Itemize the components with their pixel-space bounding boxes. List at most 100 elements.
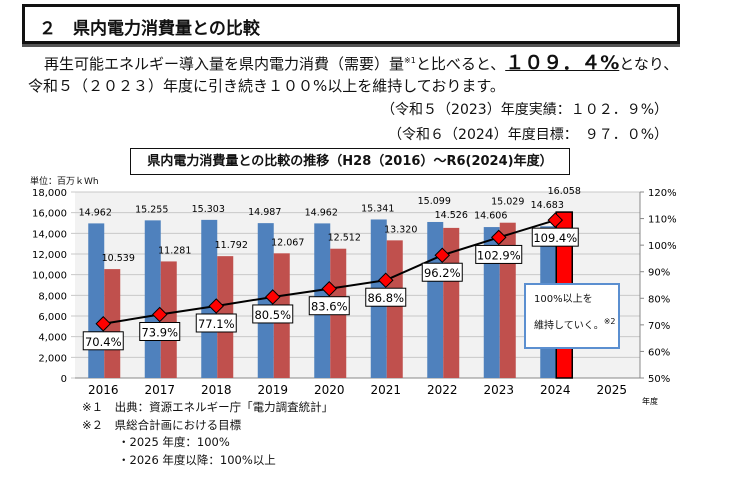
bar-blue (201, 219, 218, 378)
ratio-label-box (531, 227, 579, 247)
ratio-label: 70.4% (85, 335, 122, 349)
bar-blue (257, 223, 274, 378)
ratio-marker (547, 212, 564, 228)
ratio-marker (377, 272, 394, 288)
ratio-marker (151, 306, 168, 323)
ratio-label: 77.1% (198, 317, 235, 331)
x-axis-tick: 2017 (144, 383, 175, 397)
ratio-label-box (475, 244, 523, 264)
section-header: ２ 県内電力消費量との比較 (22, 4, 680, 44)
summary-line-2: 令和５（２０２３）年度に引き続き１００%以上を維持しております。 (28, 77, 505, 95)
bar-blue-label: 15.255 (135, 204, 168, 215)
footnote-2a: ・2025 年度：100% (118, 435, 230, 449)
bar-blue-label: 14.962 (79, 207, 112, 218)
footnote-ref: ※2 (603, 317, 616, 326)
left-axis-tick: 2,000 (38, 353, 67, 364)
text: と比べると、 (415, 55, 506, 73)
ratio-label-box (421, 262, 463, 282)
target-2024: （令和６（2024）年度目標： ９７．０%） (388, 127, 668, 143)
ratio-label: 73.9% (141, 325, 178, 339)
ratio-label-box (252, 304, 294, 324)
text: 再生可能エネルギー導入量を県内電力消費（需要）量 (44, 55, 405, 73)
left-axis-tick: 18,000 (32, 188, 67, 199)
text: となり、 (619, 55, 679, 73)
right-axis-tick: 60% (648, 347, 670, 358)
ratio-label-box (195, 313, 237, 333)
footnote-2b: ・2026 年度以降：100%以上 (118, 453, 276, 467)
bar-red-label: 10.539 (102, 253, 135, 264)
annotation-line: 維持していく。 (534, 320, 604, 332)
right-axis-tick: 90% (648, 268, 670, 279)
bar-red-label: 12.512 (328, 233, 361, 244)
x-axis-tick: 2016 (88, 383, 119, 397)
bar-blue-label: 14.987 (248, 207, 281, 218)
bar-blue-label: 15.341 (361, 203, 394, 214)
right-axis-tick: 80% (648, 294, 670, 305)
ratio-marker (264, 289, 281, 305)
ratio-marker (490, 229, 507, 246)
right-axis-tick: 70% (648, 321, 670, 332)
footnote-ref: ※1 (404, 56, 416, 65)
ratio-label: 109.4% (533, 231, 577, 245)
bar-blue-label: 15.099 (418, 196, 451, 207)
bar-red-label: 11.792 (215, 240, 248, 251)
x-axis-tick: 2024 (540, 383, 571, 397)
chart: 0 2,000 4,000 6,000 8,000 10,000 12,000 14,000 1… (32, 186, 677, 406)
section-title: ２ 県内電力消費量との比較 (39, 19, 260, 39)
left-axis-tick: 10,000 (32, 271, 67, 282)
bar-blue-label: 15.303 (192, 204, 225, 215)
ratio-label: 86.8% (367, 291, 404, 305)
ratio-marker (321, 280, 338, 297)
bar-red-label: 13.320 (384, 224, 417, 235)
footnote-2: ※２ 県総合計画における目標 (82, 418, 242, 432)
ratio-marker (434, 247, 451, 264)
x-axis-tick: 2020 (314, 383, 345, 397)
summary-line-1: 再生可能エネルギー導入量を県内電力消費（需要）量※1と比べると、１０９．４%とな… (44, 48, 678, 75)
right-axis-tick: 120% (648, 188, 677, 199)
right-axis-tick: 100% (648, 241, 677, 252)
left-axis-tick: 8,000 (38, 291, 67, 302)
ratio-label-box (82, 331, 124, 351)
x-axis-tick: 2019 (257, 383, 288, 397)
x-axis-tick: 2025 (596, 383, 627, 397)
footnote-1: ※１ 出典：資源エネルギー庁「電力調査統計」 (82, 400, 334, 414)
bar-blue-label: 14.683 (531, 200, 564, 211)
bar-blue (483, 227, 500, 378)
ratio-marker (95, 316, 112, 332)
ratio-label-box (308, 296, 350, 316)
annotation-box: 100%以上を 維持していく。※2 (524, 283, 620, 349)
x-axis-suffix: 年度 (642, 396, 658, 406)
ratio-marker (208, 298, 225, 314)
bar-red (160, 261, 177, 378)
x-axis-tick: 2023 (483, 383, 514, 397)
x-axis-tick: 2021 (370, 383, 401, 397)
ratio-label-box (139, 321, 181, 341)
ratio-label: 83.6% (311, 300, 348, 314)
bar-red-label: 14.526 (435, 210, 468, 221)
annotation-line: 100%以上を (534, 294, 593, 305)
left-axis-tick: 6,000 (38, 312, 67, 323)
left-axis-tick: 14,000 (32, 229, 67, 240)
chart-title: 県内電力消費量との比較の推移（H28（2016）～R6(2024)年度） (130, 148, 570, 175)
bar-blue (144, 220, 161, 378)
result-2023: （令和５（2023）年度実績：１０２．９%） (381, 102, 668, 118)
bar-red (386, 240, 403, 378)
bar-red-label: 12.067 (271, 237, 304, 248)
x-axis-tick: 2018 (201, 383, 232, 397)
ratio-label: 102.9% (477, 248, 521, 262)
right-axis-tick: 50% (648, 374, 670, 385)
ratio-label: 80.5% (254, 308, 291, 322)
bar-red-label: 11.281 (158, 245, 191, 256)
bar-red (104, 269, 121, 378)
unit-label: 単位：百万ｋWh (30, 177, 99, 187)
left-axis-tick: 12,000 (32, 250, 67, 261)
bar-blue-label: 14.962 (305, 207, 338, 218)
bar-blue (427, 221, 444, 378)
ratio-label: 96.2% (424, 266, 461, 280)
left-axis-tick: 0 (61, 374, 67, 385)
left-axis-tick: 16,000 (32, 209, 67, 220)
left-axis-tick: 4,000 (38, 333, 67, 344)
bar-red-label: 16.058 (548, 186, 581, 197)
x-axis-tick: 2022 (427, 383, 458, 397)
right-axis-tick: 110% (648, 215, 677, 226)
